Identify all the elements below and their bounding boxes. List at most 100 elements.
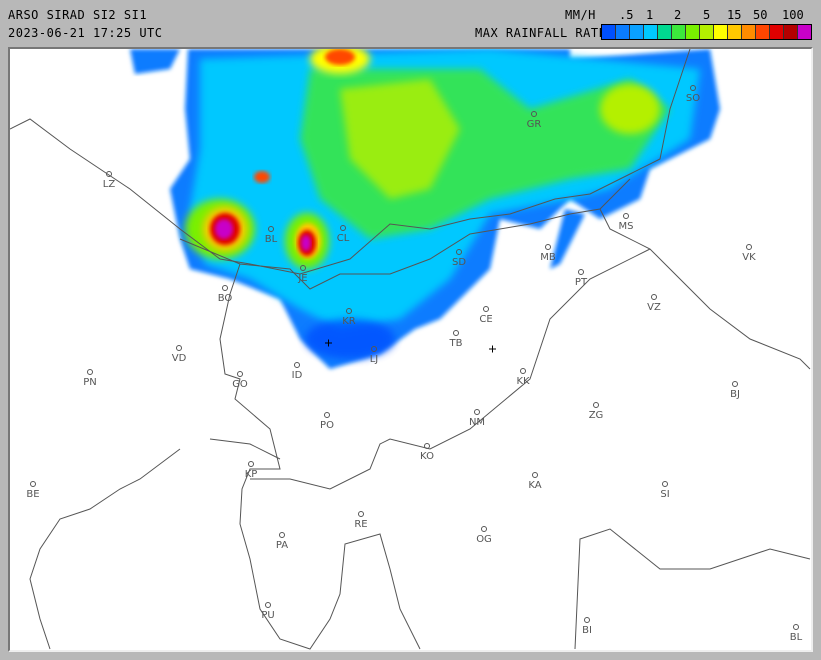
city-label: KP <box>244 469 258 480</box>
city-label: MS <box>618 221 634 232</box>
city-label: VK <box>742 252 756 263</box>
unit-label: MM/H <box>565 8 596 22</box>
city-label: BI <box>582 625 592 636</box>
legend-swatch <box>798 25 811 39</box>
city-marker-icon <box>651 294 657 300</box>
legend-swatch <box>742 25 756 39</box>
city-marker-icon <box>746 244 752 250</box>
city-label: SO <box>685 93 701 104</box>
city-marker-icon <box>340 225 346 231</box>
legend-label: .5 <box>619 8 634 22</box>
city-marker-icon <box>474 409 480 415</box>
legend-swatch <box>784 25 798 39</box>
city-label: PT <box>574 277 588 288</box>
city-label: VD <box>171 353 187 364</box>
legend-swatch <box>616 25 630 39</box>
city-label: ID <box>291 370 303 381</box>
legend-swatch <box>686 25 700 39</box>
legend-swatch <box>630 25 644 39</box>
city-marker-icon <box>237 371 243 377</box>
city-label: BL <box>264 234 278 245</box>
city-label: BL <box>789 632 803 643</box>
city-marker-icon <box>279 532 285 538</box>
city-label: NM <box>468 417 486 428</box>
city-marker-icon <box>662 481 668 487</box>
city-label: TB <box>449 338 463 349</box>
legend-swatch <box>644 25 658 39</box>
city-label: SD <box>451 257 467 268</box>
city-label: BE <box>26 489 40 500</box>
city-label: KO <box>420 451 434 462</box>
city-marker-icon <box>593 402 599 408</box>
city-marker-icon <box>520 368 526 374</box>
product-name: MAX RAINFALL RATE <box>475 26 607 40</box>
legend-swatch <box>602 25 616 39</box>
map-canvas <box>10 49 811 650</box>
city-marker-icon <box>584 617 590 623</box>
city-label: RE <box>354 519 368 530</box>
legend-label: 100 <box>782 8 804 22</box>
city-label: JE <box>298 273 308 284</box>
city-marker-icon <box>294 362 300 368</box>
city-marker-icon <box>732 381 738 387</box>
timestamp: 2023-06-21 17:25 UTC <box>8 26 163 40</box>
city-label: GR <box>526 119 542 130</box>
legend-swatch <box>770 25 784 39</box>
city-marker-icon <box>793 624 799 630</box>
city-marker-icon <box>268 226 274 232</box>
legend-label: 1 <box>646 8 654 22</box>
city-marker-icon <box>248 461 254 467</box>
legend-label: 15 <box>727 8 742 22</box>
legend-swatch <box>672 25 686 39</box>
city-marker-icon <box>176 345 182 351</box>
city-marker-icon <box>690 85 696 91</box>
city-label: PN <box>83 377 97 388</box>
city-marker-icon <box>483 306 489 312</box>
city-marker-icon <box>545 244 551 250</box>
radar-echoes <box>130 49 720 369</box>
legend-swatch <box>714 25 728 39</box>
legend-swatch <box>700 25 714 39</box>
city-label: PU <box>261 610 275 621</box>
color-legend <box>601 24 812 40</box>
city-label: BO <box>217 293 233 304</box>
city-marker-icon <box>222 285 228 291</box>
city-label: PA <box>275 540 289 551</box>
city-label: KK <box>516 376 530 387</box>
city-label: SI <box>660 489 670 500</box>
legend-swatch <box>756 25 770 39</box>
city-label: PO <box>320 420 334 431</box>
city-label: LJ <box>369 354 379 365</box>
city-marker-icon <box>106 171 112 177</box>
city-marker-icon <box>300 265 306 271</box>
city-marker-icon <box>424 443 430 449</box>
city-marker-icon <box>578 269 584 275</box>
legend-label: 50 <box>753 8 768 22</box>
radar-sites <box>325 339 496 353</box>
legend-label: 5 <box>703 8 711 22</box>
borders-coastlines <box>10 49 811 650</box>
city-label: KR <box>342 316 356 327</box>
city-marker-icon <box>87 369 93 375</box>
city-label: MB <box>540 252 556 263</box>
city-marker-icon <box>346 308 352 314</box>
city-label: CL <box>336 233 350 244</box>
city-marker-icon <box>358 511 364 517</box>
legend-swatch <box>658 25 672 39</box>
city-marker-icon <box>456 249 462 255</box>
city-marker-icon <box>623 213 629 219</box>
city-marker-icon <box>453 330 459 336</box>
city-label: KA <box>528 480 542 491</box>
city-marker-icon <box>265 602 271 608</box>
city-label: BJ <box>730 389 740 400</box>
city-marker-icon <box>30 481 36 487</box>
city-marker-icon <box>531 111 537 117</box>
radar-map[interactable]: LZ BL JE CL KR SD CE TB LJ MB MS PT VK VZ GR SO BO VD GO PN… <box>8 47 813 652</box>
city-marker-icon <box>371 346 377 352</box>
legend-swatch <box>728 25 742 39</box>
city-label: OG <box>476 534 492 545</box>
radar-title: ARSO SIRAD SI2 SI1 <box>8 8 148 22</box>
city-label: GO <box>232 379 248 390</box>
city-label: ZG <box>588 410 604 421</box>
city-marker-icon <box>481 526 487 532</box>
